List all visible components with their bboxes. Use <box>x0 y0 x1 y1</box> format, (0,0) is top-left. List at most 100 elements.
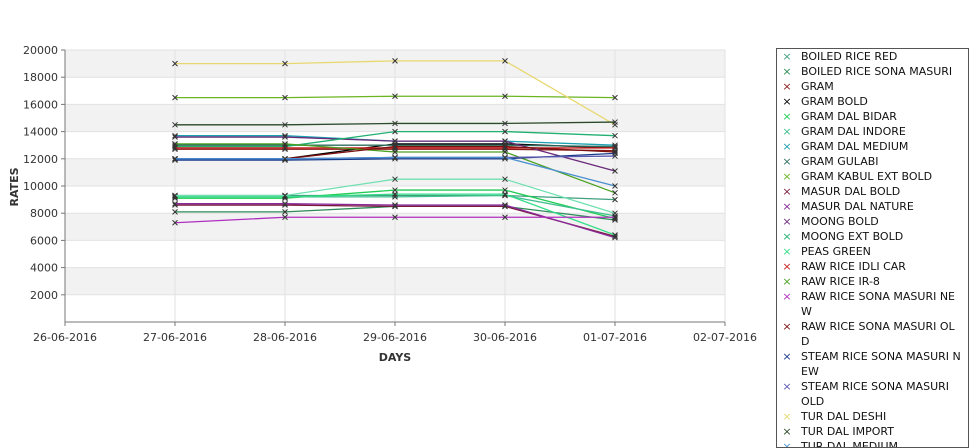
data-point-marker <box>392 191 398 198</box>
legend-marker-icon: × <box>782 275 792 288</box>
y-tick-label: 6000 <box>30 234 58 247</box>
legend-marker-icon: × <box>782 65 792 78</box>
data-point-marker <box>502 138 508 144</box>
x-tick-label: 28-06-2016 <box>253 331 317 344</box>
series-group <box>172 93 618 101</box>
legend-label: GRAM GULABI <box>801 155 879 168</box>
x-tick-label: 30-06-2016 <box>473 331 537 344</box>
series-group <box>172 200 618 241</box>
legend-marker-icon: × <box>782 95 792 108</box>
data-point-marker <box>282 140 288 147</box>
data-point-marker <box>502 93 508 100</box>
legend-label: BOILED RICE RED <box>801 50 898 63</box>
data-point-marker <box>502 187 508 193</box>
data-point-marker <box>172 134 178 140</box>
legend-marker-icon: × <box>782 200 792 213</box>
legend-item: × STEAM RICE SONA MASURI NEW <box>777 349 968 379</box>
legend-label: GRAM DAL BIDAR <box>801 110 897 123</box>
legend-marker-icon: × <box>782 125 792 138</box>
legend-label: GRAM KABUL EXT BOLD <box>801 170 933 183</box>
data-point-marker <box>502 120 508 127</box>
data-point-marker <box>392 154 398 161</box>
legend-label: TUR DAL DESHI <box>801 410 887 423</box>
data-point-marker <box>392 138 398 144</box>
x-axis-title: DAYS <box>379 351 412 364</box>
axes: 2000 4000 6000 8000 10000 12000 14000 16000 1800… <box>23 44 757 344</box>
legend-item: × MASUR DAL NATURE <box>777 199 968 214</box>
legend-label: RAW RICE IR-8 <box>801 275 880 288</box>
legend-marker-icon: × <box>782 170 792 183</box>
data-point-marker <box>612 210 618 217</box>
data-point-marker <box>392 214 398 221</box>
legend-marker-icon: × <box>782 155 792 168</box>
data-point-marker <box>392 93 398 100</box>
y-tick-label: 8000 <box>30 207 58 220</box>
legend-item: × GRAM GULABI <box>777 154 968 169</box>
legend-label: BOILED RICE SONA MASURI <box>801 65 953 78</box>
data-point-marker <box>282 192 288 199</box>
series-group <box>172 214 618 226</box>
legend-item: × GRAM BOLD <box>777 94 968 109</box>
legend-label: GRAM <box>801 80 834 93</box>
line-chart: 2000 4000 6000 8000 10000 12000 14000 16000 1800… <box>8 44 757 364</box>
data-point-marker <box>612 119 618 125</box>
legend-marker-icon: × <box>782 410 792 423</box>
data-point-marker <box>392 187 398 193</box>
chart-legend: × BOILED RICE RED × BOILED RICE SONA MASURI… <box>776 48 969 448</box>
data-point-marker <box>502 202 508 208</box>
x-tick-label: 26-06-2016 <box>33 331 97 344</box>
legend-label: MOONG BOLD <box>801 215 879 228</box>
x-tick-label: 01-07-2016 <box>583 331 647 344</box>
data-point-marker <box>612 94 618 101</box>
data-point-marker <box>282 200 288 207</box>
legend-item: × RAW RICE IDLI CAR <box>777 259 968 274</box>
data-point-marker <box>502 58 508 64</box>
data-point-marker <box>172 208 178 215</box>
data-point-marker <box>392 120 398 127</box>
legend-label: STEAM RICE SONA MASURI NEW <box>801 350 961 378</box>
data-point-marker <box>172 219 178 226</box>
data-point-marker <box>172 192 178 199</box>
series-group <box>172 119 618 128</box>
legend-marker-icon: × <box>782 185 792 198</box>
legend-item: × TUR DAL MEDIUM <box>777 439 968 447</box>
data-point-marker <box>172 155 178 162</box>
y-tick-label: 16000 <box>23 98 58 111</box>
legend-item: × RAW RICE SONA MASURI OLD <box>777 319 968 349</box>
data-point-marker <box>282 60 288 67</box>
legend-label: GRAM DAL MEDIUM <box>801 140 909 153</box>
y-tick-label: 10000 <box>23 180 58 193</box>
legend-marker-icon: × <box>782 425 792 438</box>
legend-label: RAW RICE SONA MASURI OLD <box>801 320 955 348</box>
data-point-marker <box>612 153 618 159</box>
data-point-marker <box>172 145 178 151</box>
data-point-marker <box>172 140 178 147</box>
data-point-marker <box>612 132 618 139</box>
legend-label: TUR DAL IMPORT <box>801 425 894 438</box>
data-point-marker <box>392 149 398 155</box>
data-point-marker <box>502 143 508 150</box>
data-point-marker <box>172 200 178 207</box>
data-point-marker <box>392 176 398 183</box>
legend-label: MASUR DAL BOLD <box>801 185 901 198</box>
data-point-marker <box>172 60 178 67</box>
data-point-marker <box>612 189 618 196</box>
data-point-marker <box>502 128 508 135</box>
series-lines <box>172 58 618 241</box>
series-group <box>172 134 618 174</box>
legend-marker-icon: × <box>782 50 792 63</box>
legend-item: × GRAM KABUL EXT BOLD <box>777 169 968 184</box>
y-tick-label: 20000 <box>23 44 58 57</box>
series-group <box>172 154 618 189</box>
legend-marker-icon: × <box>782 230 792 243</box>
y-tick-label: 18000 <box>23 71 58 84</box>
legend-label: MASUR DAL NATURE <box>801 200 914 213</box>
y-axis-title: RATES <box>8 167 21 206</box>
data-point-marker <box>502 214 508 221</box>
legend-marker-icon: × <box>782 350 792 363</box>
legend-marker-icon: × <box>782 260 792 273</box>
data-point-marker <box>502 154 508 161</box>
data-point-marker <box>612 183 618 189</box>
legend-label: GRAM BOLD <box>801 95 868 108</box>
legend-item: × MASUR DAL BOLD <box>777 184 968 199</box>
